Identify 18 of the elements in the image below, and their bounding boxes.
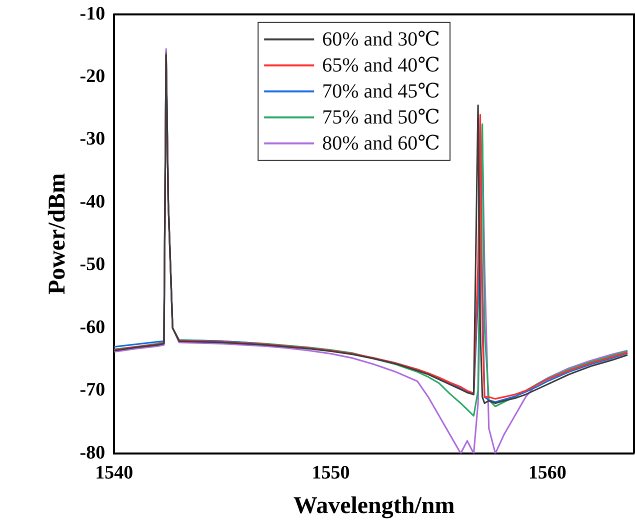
legend-label: 65% and 40℃ xyxy=(322,54,440,77)
y-tick-label: -40 xyxy=(80,191,106,212)
x-tick-label: 1540 xyxy=(95,462,134,484)
y-tick-label: -20 xyxy=(80,66,106,88)
y-axis-title: Power/dBm xyxy=(44,173,71,295)
legend-label: 60% and 30℃ xyxy=(322,28,440,51)
y-tick-label: -80 xyxy=(80,442,106,464)
legend-label: 80% and 60℃ xyxy=(322,132,440,155)
y-tick-label: -30 xyxy=(80,128,106,150)
x-tick-label: 1560 xyxy=(528,462,566,484)
y-tick-label: -70 xyxy=(80,380,106,401)
legend-label: 75% and 50℃ xyxy=(322,106,440,129)
legend-label: 70% and 45℃ xyxy=(322,80,440,103)
y-tick-label: -10 xyxy=(80,3,106,24)
y-tick-label: -50 xyxy=(80,254,106,276)
y-tick-label: -60 xyxy=(80,316,106,338)
x-axis-title: Wavelength/nm xyxy=(293,492,455,519)
x-tick-label: 1550 xyxy=(312,462,350,484)
